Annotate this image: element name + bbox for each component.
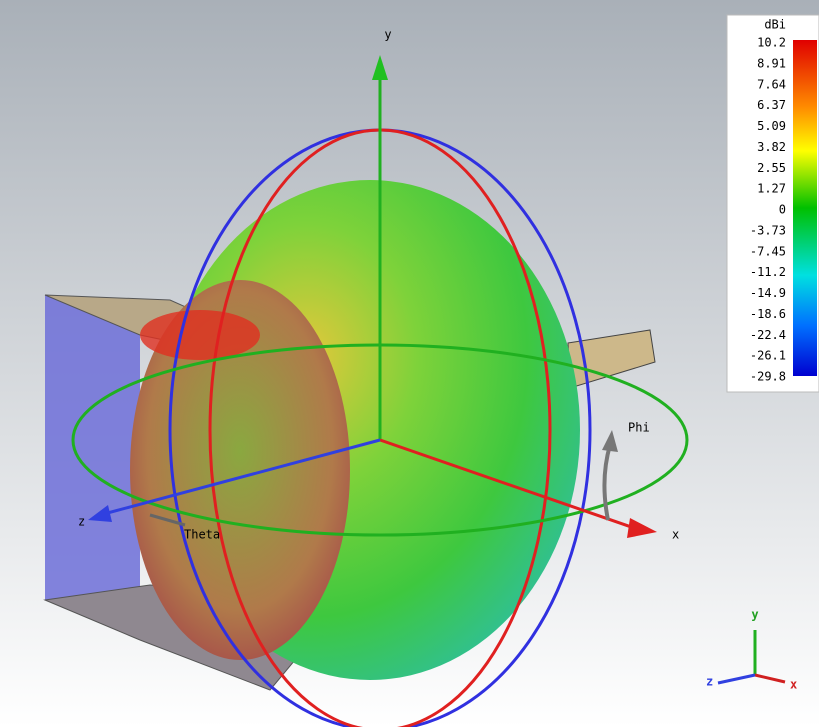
z-arrow — [88, 505, 112, 522]
triad-z — [717, 673, 756, 685]
y-arrow — [372, 55, 388, 80]
z-axis — [99, 438, 381, 517]
colorbar-label: 2.55 — [757, 161, 786, 175]
colorbar-label: 3.82 — [757, 140, 786, 154]
phi-arrowhead — [602, 430, 618, 452]
colorbar-label: 1.27 — [757, 182, 786, 196]
x-axis — [379, 438, 641, 532]
triad-x — [754, 673, 786, 684]
colorbar — [793, 40, 817, 376]
colorbar-label: -18.6 — [750, 307, 786, 321]
pattern-peak — [140, 310, 260, 360]
colorbar-label: 10.2 — [757, 36, 786, 50]
x-label: x — [672, 528, 679, 542]
pattern-face — [130, 280, 350, 660]
phi-label: Phi — [628, 421, 650, 435]
colorbar-label: -14.9 — [750, 286, 786, 300]
colorbar-title: dBi — [764, 18, 786, 32]
triad-y-label: y — [751, 608, 758, 622]
theta-label: Theta — [184, 528, 220, 542]
colorbar-label: -7.45 — [750, 244, 786, 258]
colorbar-label: 8.91 — [757, 56, 786, 70]
triad-z-label: z — [706, 675, 713, 689]
triad-x-label: x — [790, 678, 797, 692]
colorbar-label: -3.73 — [750, 223, 786, 237]
colorbar-label: -26.1 — [750, 349, 786, 363]
colorbar-label: -29.8 — [750, 370, 786, 384]
colorbar-label: -11.2 — [750, 265, 786, 279]
phi-arrow — [602, 444, 612, 521]
colorbar-label: -22.4 — [750, 328, 786, 342]
colorbar-label: 7.64 — [757, 77, 786, 91]
colorbar-label: 5.09 — [757, 119, 786, 133]
theta-arrow — [149, 513, 186, 527]
plate-left — [45, 295, 140, 640]
colorbar-label: 6.37 — [757, 98, 786, 112]
y-label: y — [384, 28, 391, 42]
z-label: z — [78, 515, 85, 529]
colorbar-label: 0 — [779, 203, 786, 217]
x-arrow — [627, 518, 657, 538]
